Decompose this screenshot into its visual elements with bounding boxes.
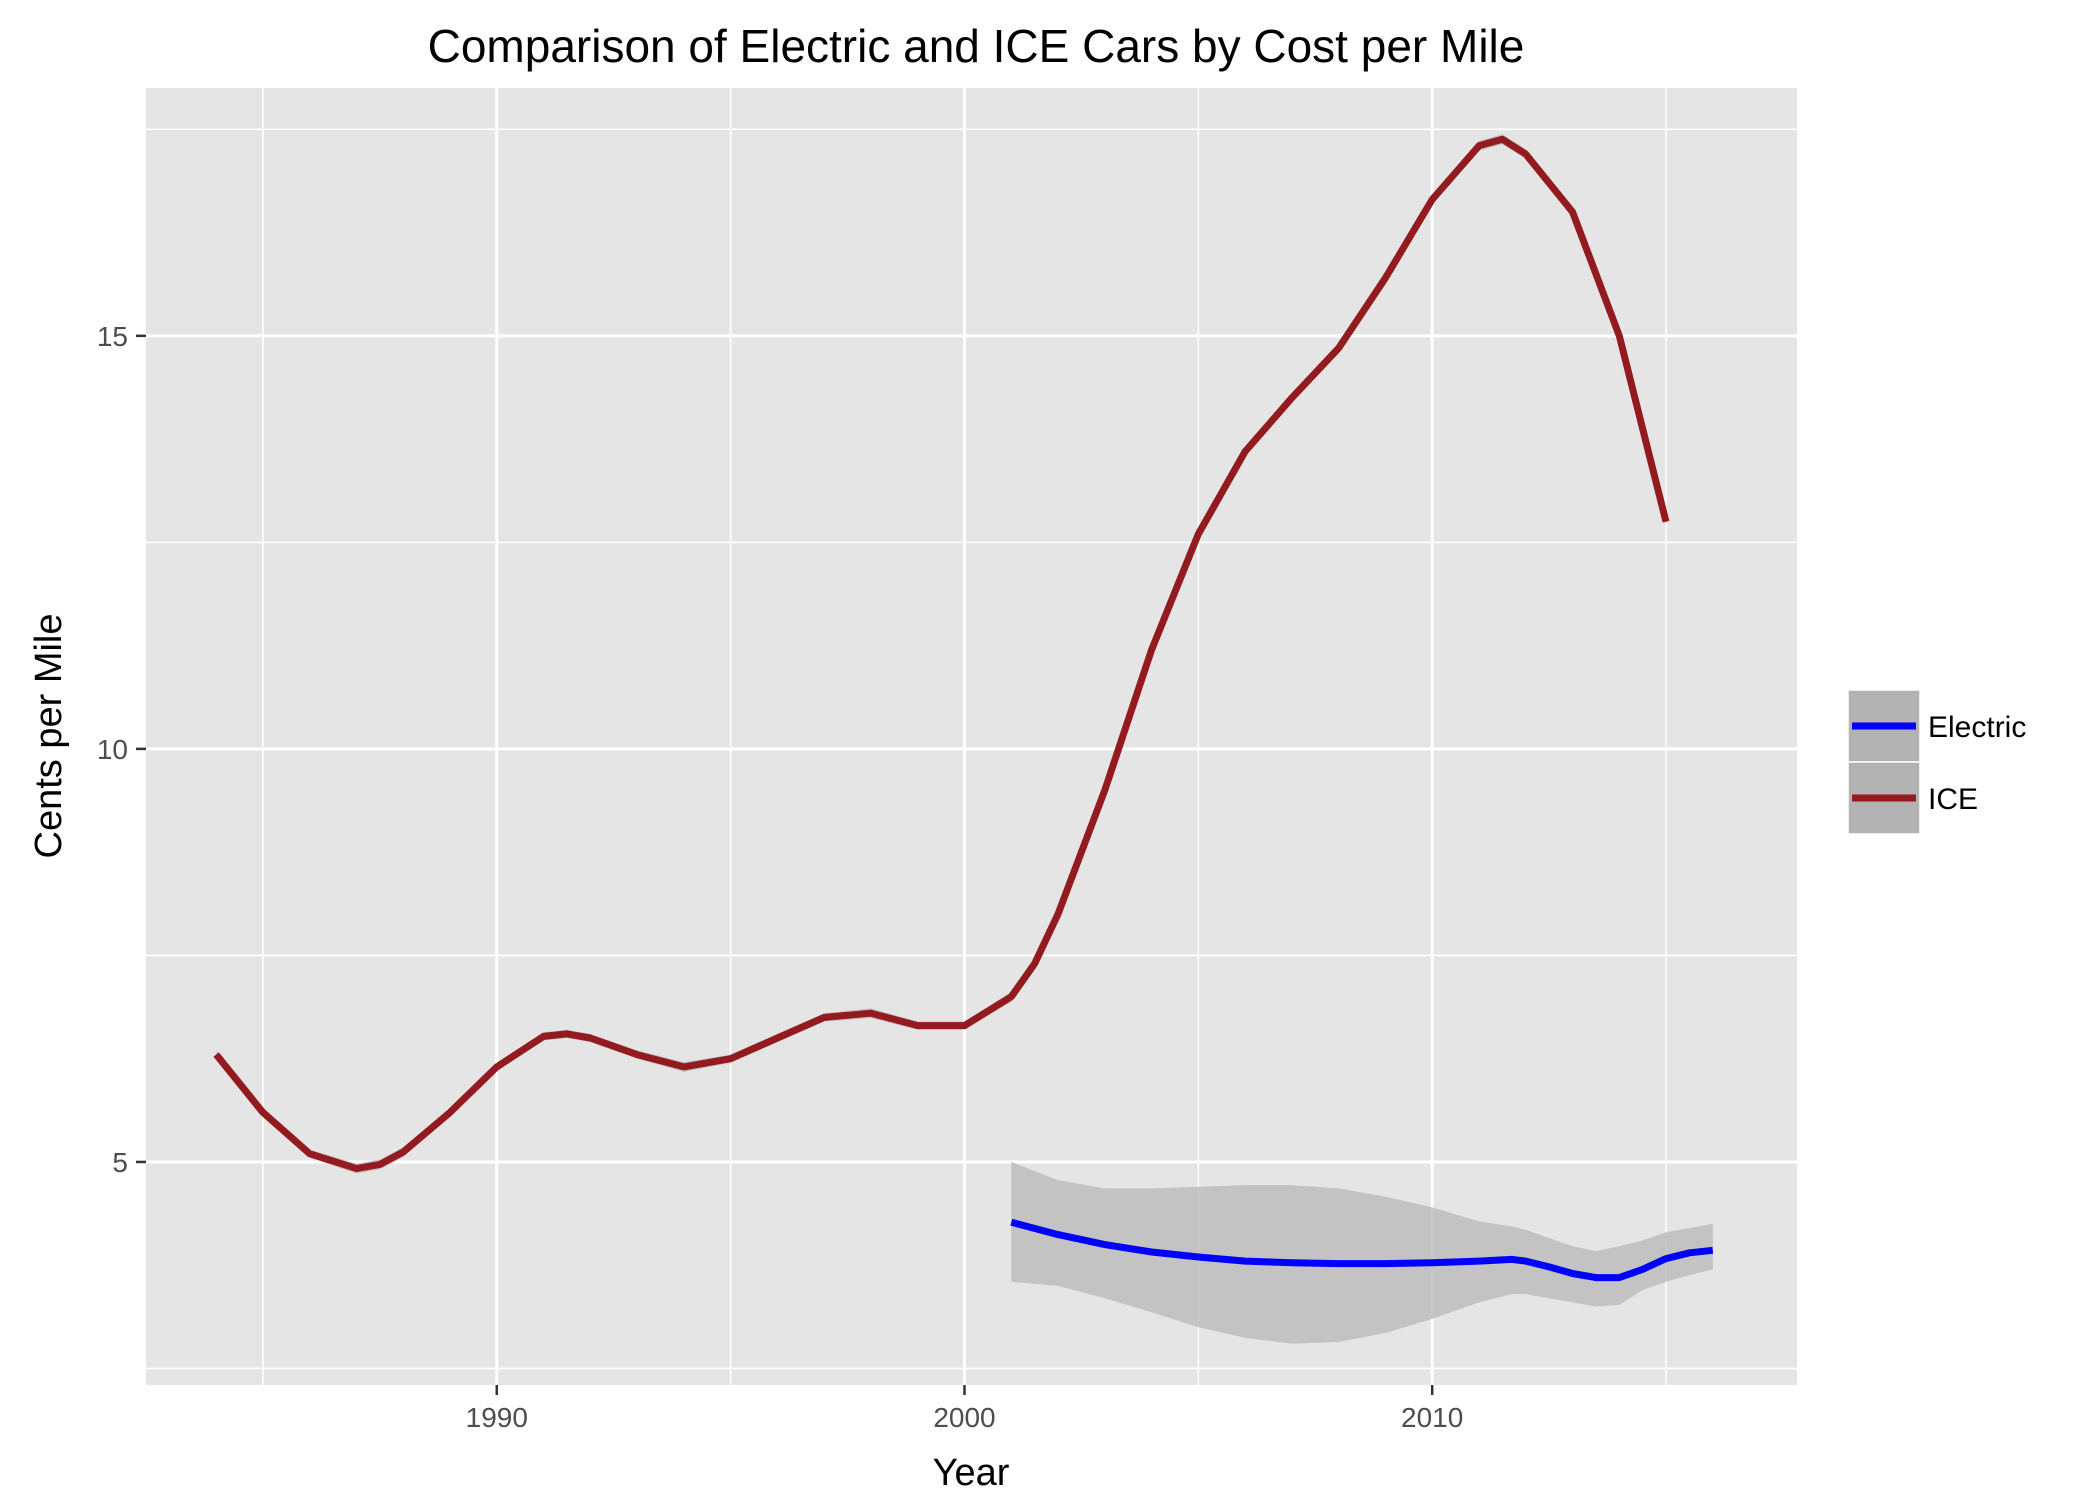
- chart-title: Comparison of Electric and ICE Cars by C…: [428, 20, 1525, 72]
- grid-major: [146, 88, 1797, 1385]
- legend: Electric ICE: [1847, 689, 2026, 835]
- series-lines: [213, 135, 1714, 1282]
- plot-panel: [146, 88, 1797, 1385]
- y-tick-label-0: 5: [112, 1147, 128, 1178]
- grid-minor: [146, 88, 1797, 1385]
- y-axis-title: Cents per Mile: [28, 614, 70, 859]
- x-axis-title: Year: [933, 1452, 1010, 1494]
- x-tick-label-1: 2000: [933, 1402, 995, 1433]
- legend-label-ice: ICE: [1928, 783, 1978, 816]
- series-line-ice: [213, 135, 1670, 1173]
- legend-label-electric: Electric: [1928, 711, 2026, 744]
- y-tick-label-1: 10: [97, 734, 128, 765]
- confidence-band-electric: [1011, 1161, 1713, 1344]
- x-tick-label-2: 2010: [1401, 1402, 1463, 1433]
- y-tick-label-2: 15: [97, 321, 128, 352]
- series-line-electric: [1010, 1218, 1714, 1282]
- confidence-bands: [216, 134, 1713, 1344]
- x-axis: 1990 2000 2010: [466, 1385, 1463, 1433]
- x-tick-label-0: 1990: [466, 1402, 528, 1433]
- y-axis: 5 10 15: [97, 321, 146, 1178]
